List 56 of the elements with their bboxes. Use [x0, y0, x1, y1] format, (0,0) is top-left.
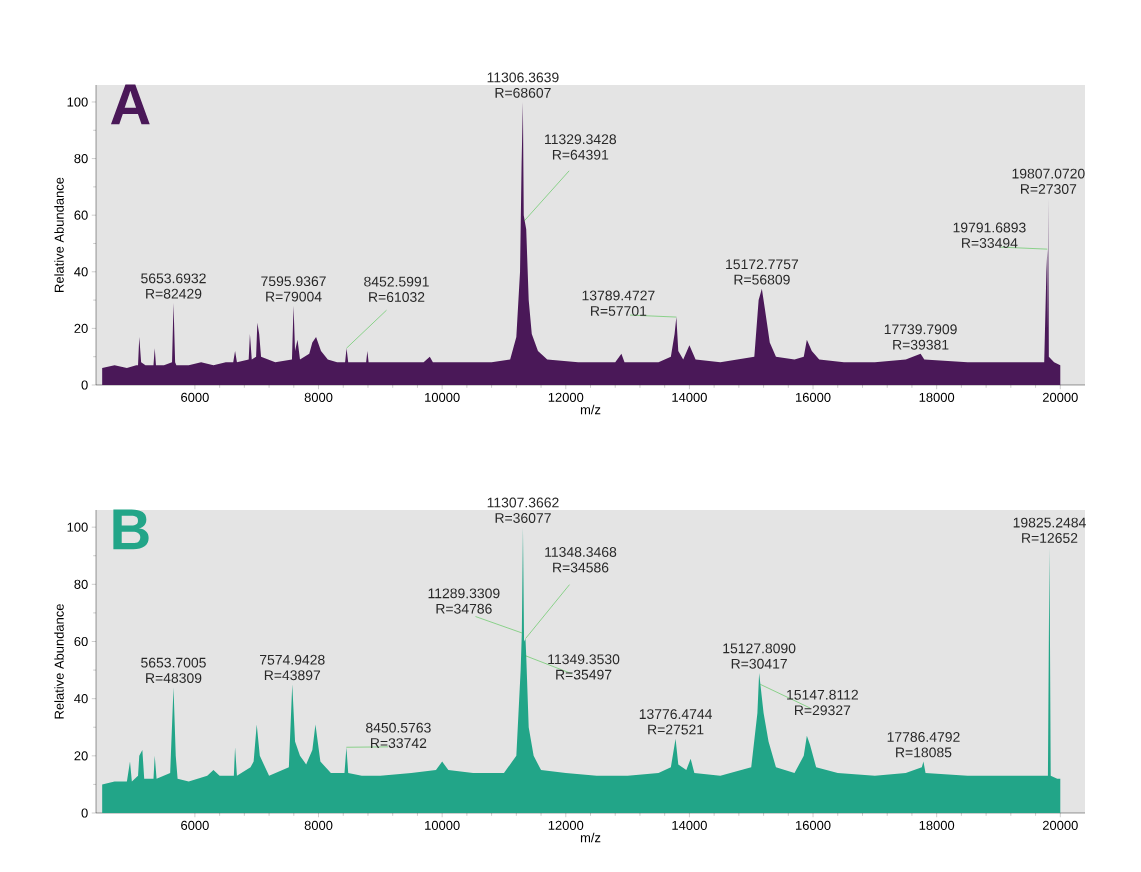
annotation: 11289.3309 R=34786: [428, 588, 500, 614]
y-tick-label: 80: [74, 153, 88, 164]
x-tick-label: 20000: [1042, 820, 1078, 830]
y-axis-title: Relative Abundance: [54, 177, 64, 292]
x-tick-label: 6000: [181, 392, 209, 402]
annotation: 11329.3428 R=64391: [545, 134, 617, 160]
annotation: 19807.0720 R=27307: [1012, 168, 1085, 194]
annotation: B: [113, 509, 149, 550]
y-tick-label: 60: [74, 210, 88, 220]
annotation: 7595.9367 R=79004: [261, 276, 326, 302]
annotation: 19825.2484 R=12652: [1013, 517, 1086, 543]
annotation: 17739.7909 R=39381: [884, 324, 957, 350]
x-axis-title: m/z: [580, 404, 601, 415]
y-axis-title: Relative Abundance: [54, 604, 64, 719]
annotation: 5653.6932 R=82429: [141, 273, 206, 299]
annotation: 17786.4792 R=18085: [887, 732, 960, 758]
x-tick-label: 8000: [304, 392, 333, 402]
x-tick-label: 10000: [425, 392, 460, 402]
x-tick-label: 18000: [919, 392, 955, 402]
x-axis-title: m/z: [580, 832, 601, 843]
x-tick-label: 16000: [796, 392, 831, 402]
annotation: 11349.3530 R=35497: [548, 654, 620, 680]
annotation: 15147.8112 R=29327: [787, 689, 858, 716]
x-tick-label: 18000: [919, 820, 955, 830]
annotation: 15172.7757 R=56809: [726, 259, 799, 285]
annotation: 11306.3639 R=68607: [487, 72, 559, 98]
annotation: 19791.6893 R=33494: [953, 222, 1026, 248]
y-tick-label: 0: [81, 380, 88, 390]
y-tick-label: 0: [81, 808, 88, 818]
annotation: 7574.9428 R=43897: [260, 654, 325, 681]
y-tick-label: 40: [74, 694, 88, 704]
y-tick-label: 20: [74, 751, 88, 761]
x-tick-label: 16000: [796, 820, 831, 830]
x-tick-label: 20000: [1042, 392, 1078, 402]
y-tick-label: 80: [74, 579, 88, 589]
annotation: 11348.3468 R=34586: [545, 547, 617, 573]
y-tick-label: 20: [74, 323, 88, 333]
annotation: 5653.7005 R=48309: [141, 657, 206, 684]
y-tick-label: 40: [74, 267, 88, 277]
y-tick-label: 100: [67, 522, 88, 532]
y-tick-label: 100: [67, 97, 88, 107]
x-tick-label: 10000: [425, 820, 460, 830]
x-tick-label: 14000: [672, 392, 707, 402]
annotation: 13776.4744 R=27521: [639, 709, 713, 735]
x-tick-label: 14000: [672, 820, 707, 830]
annotation: 15127.8090 R=30417: [723, 643, 796, 669]
annotation: 8452.5991 R=61032: [364, 276, 429, 303]
y-tick-label: 60: [74, 636, 88, 647]
x-tick-label: 8000: [304, 820, 333, 830]
annotation: 11307.3662 R=36077: [487, 497, 559, 523]
x-tick-label: 6000: [181, 820, 209, 830]
annotation: A: [110, 84, 150, 125]
x-tick-label: 12000: [548, 820, 584, 830]
annotation: 8450.5763 R=33742: [366, 722, 431, 749]
x-tick-label: 12000: [548, 392, 584, 402]
annotation: 13789.4727 R=57701: [582, 290, 655, 316]
